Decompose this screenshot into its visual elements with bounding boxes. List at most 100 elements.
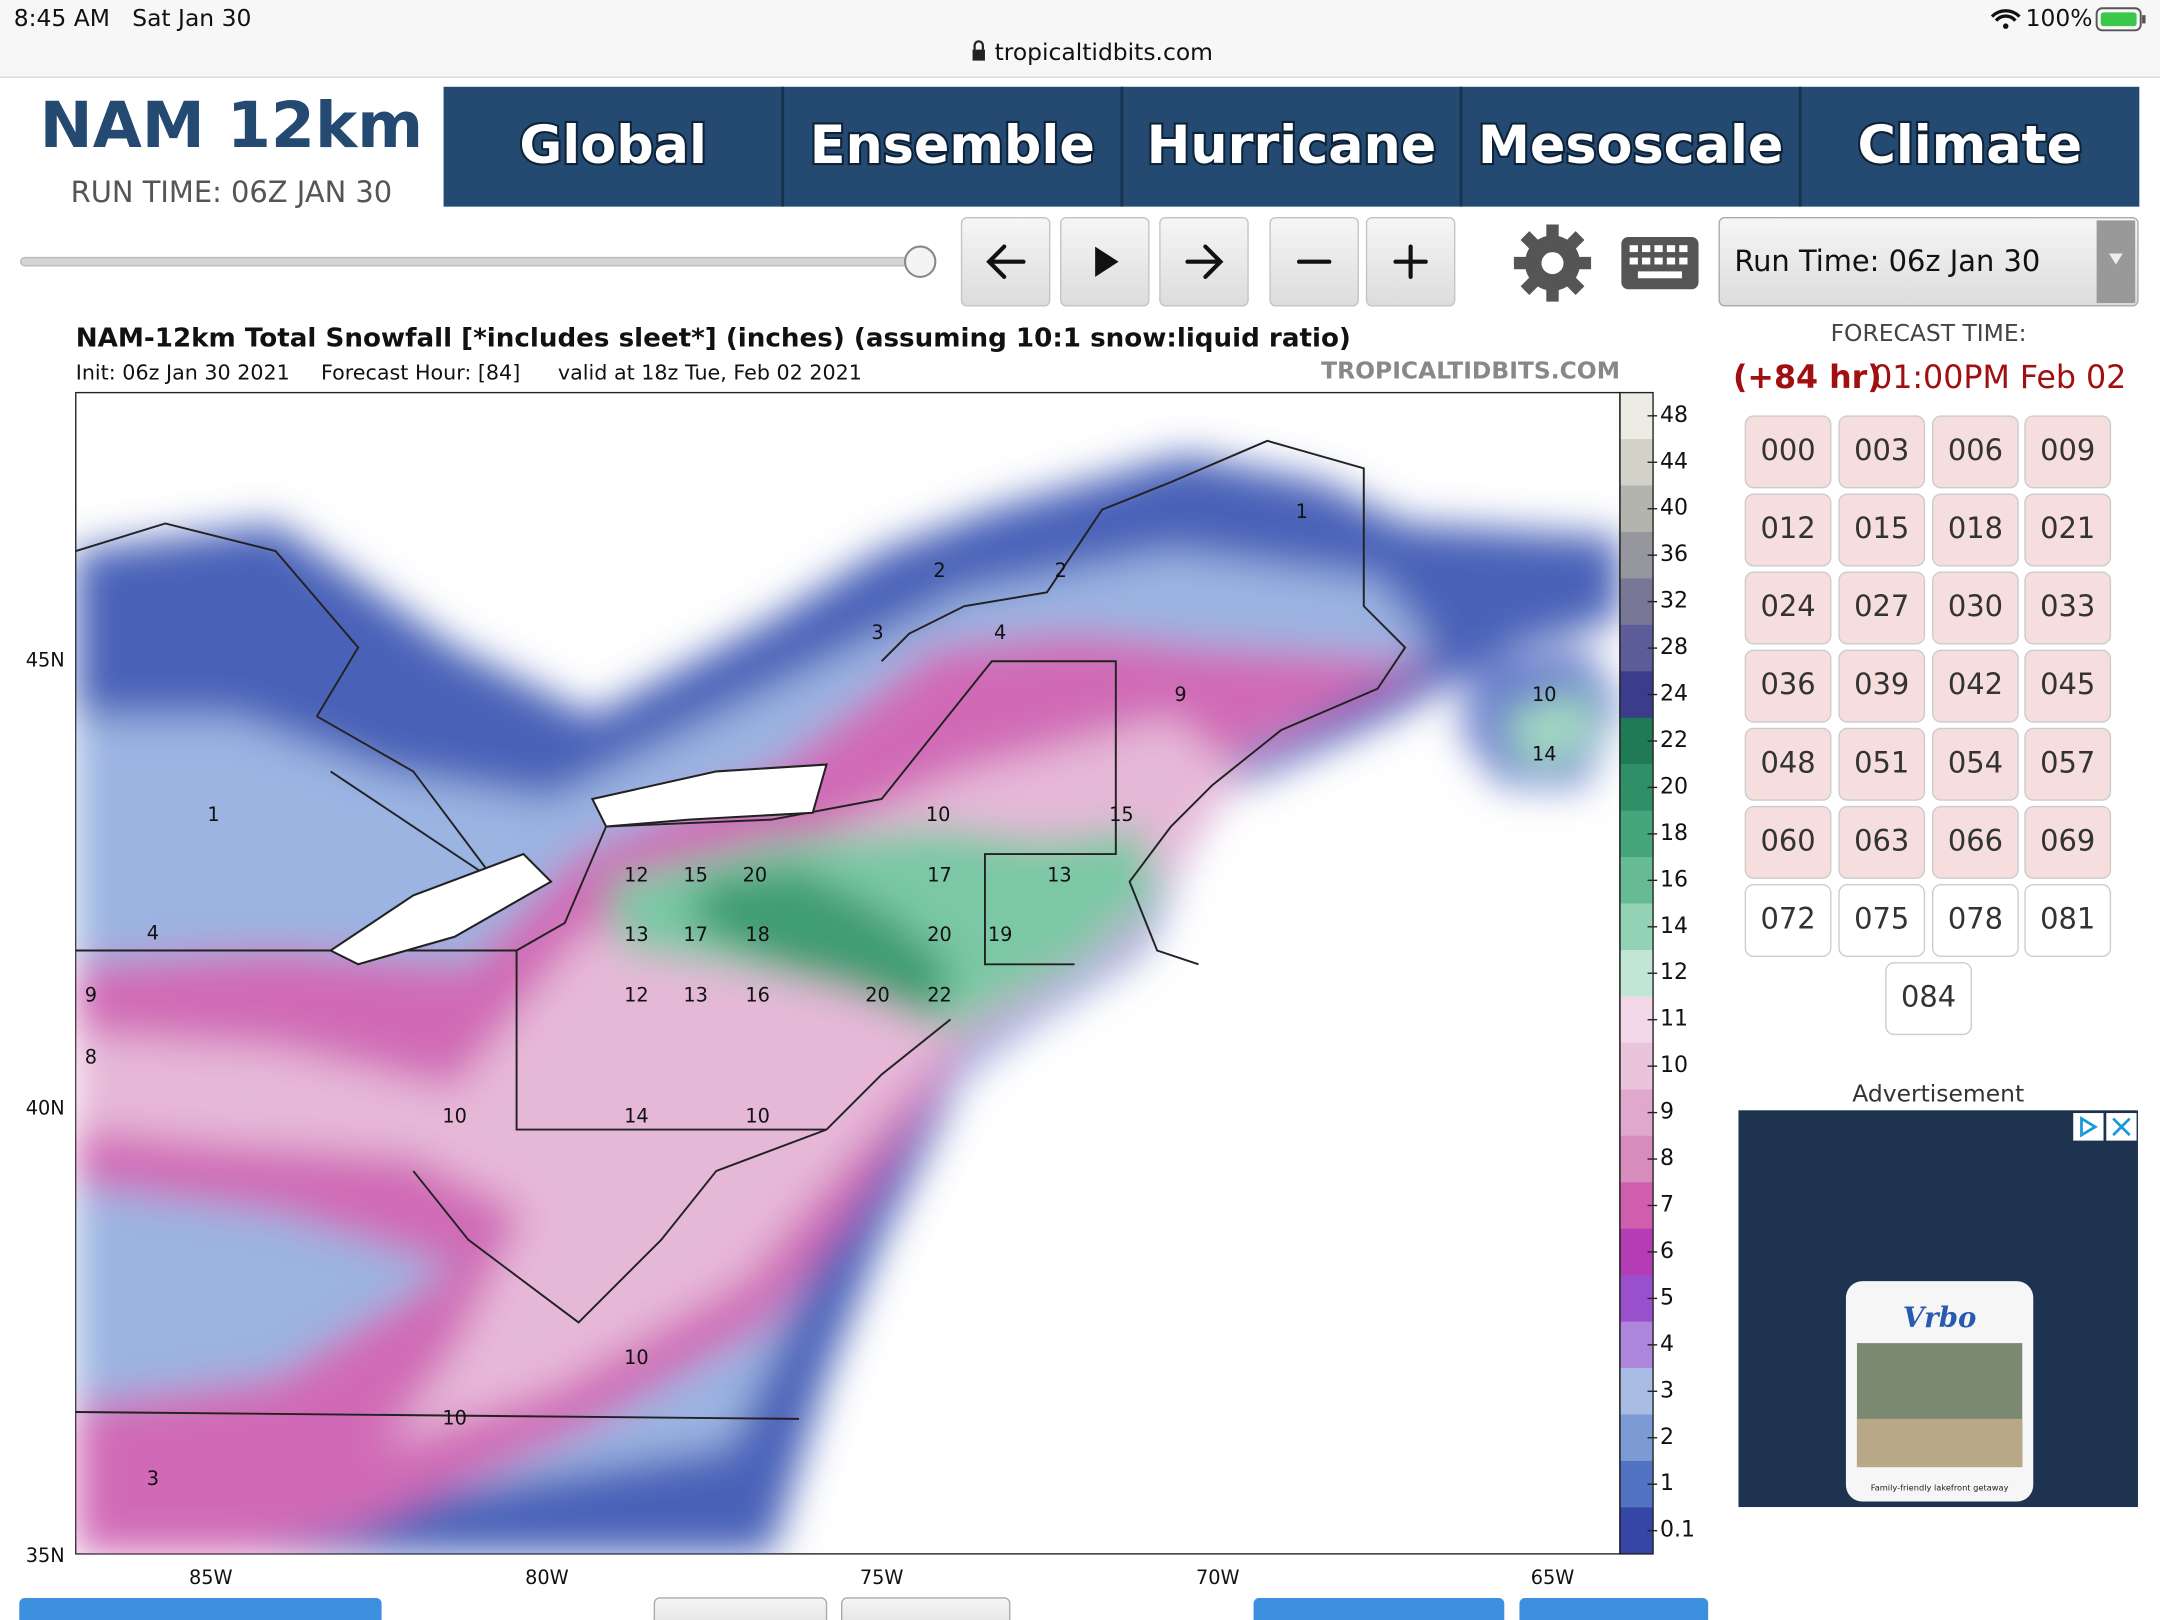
hour-label[interactable]: 063 bbox=[1854, 823, 1909, 857]
hour-button[interactable] bbox=[2024, 493, 2112, 567]
hour-label[interactable]: 048 bbox=[1760, 745, 1815, 779]
hour-button[interactable] bbox=[1744, 727, 1832, 801]
hour-button[interactable] bbox=[2024, 883, 2112, 957]
snow-value: 10 bbox=[442, 1406, 467, 1429]
snow-value: 14 bbox=[624, 1105, 649, 1128]
next-button[interactable] bbox=[840, 1597, 1011, 1620]
settings-icon[interactable] bbox=[1513, 224, 1592, 302]
hour-label[interactable]: 084 bbox=[1901, 980, 1956, 1014]
hour-label[interactable]: 051 bbox=[1854, 745, 1909, 779]
hour-label[interactable]: 036 bbox=[1760, 667, 1815, 701]
hour-button[interactable] bbox=[1838, 727, 1926, 801]
snow-value: 18 bbox=[745, 923, 770, 946]
hour-label[interactable]: 027 bbox=[1854, 589, 1909, 623]
hour-button[interactable] bbox=[1932, 571, 2019, 645]
run-select[interactable] bbox=[1718, 216, 2139, 307]
hour-label[interactable]: 072 bbox=[1760, 901, 1815, 935]
nav-item[interactable]: Mesoscale bbox=[1476, 113, 1786, 178]
hour-button[interactable] bbox=[1744, 493, 1832, 567]
lon-label: 85W bbox=[189, 1566, 233, 1589]
hour-button[interactable] bbox=[1838, 883, 1926, 957]
hour-label[interactable]: 003 bbox=[1854, 433, 1909, 467]
keyboard-icon[interactable] bbox=[1621, 236, 1699, 290]
colorbar-label: 3 bbox=[1660, 1378, 1674, 1403]
hour-button[interactable] bbox=[1932, 727, 2019, 801]
snow-value: 1 bbox=[207, 803, 219, 826]
ad-photo-deck bbox=[1856, 1418, 2023, 1468]
nav-bar bbox=[443, 86, 2140, 207]
snow-value: 12 bbox=[624, 983, 649, 1006]
hour-button[interactable] bbox=[1932, 883, 2019, 957]
hour-button[interactable] bbox=[1744, 649, 1832, 723]
hour-label[interactable]: 045 bbox=[2040, 667, 2095, 701]
hour-label[interactable]: 078 bbox=[1948, 901, 2003, 935]
hour-button[interactable] bbox=[1744, 805, 1832, 879]
ad-close-icon bbox=[2112, 1117, 2131, 1137]
hour-button[interactable] bbox=[1744, 415, 1832, 489]
hour-button[interactable] bbox=[2024, 727, 2112, 801]
hour-label[interactable]: 081 bbox=[2040, 901, 2095, 935]
snow-value: 3 bbox=[871, 621, 883, 644]
hour-button[interactable] bbox=[2024, 415, 2112, 489]
ad-choices-icon bbox=[2080, 1116, 2098, 1138]
ad-caption: Family-friendly lakefront getaway bbox=[1871, 1482, 2009, 1492]
hour-label[interactable]: 033 bbox=[2040, 589, 2095, 623]
hour-label[interactable]: 066 bbox=[1948, 823, 2003, 857]
prev-icon bbox=[986, 244, 1026, 279]
hour-label[interactable]: 012 bbox=[1760, 511, 1815, 545]
nav-item[interactable]: Climate bbox=[1855, 113, 2084, 178]
hour-label[interactable]: 006 bbox=[1948, 433, 2003, 467]
nav-item[interactable]: Ensemble bbox=[808, 113, 1097, 178]
slider-track[interactable] bbox=[19, 256, 921, 267]
hour-label[interactable]: 000 bbox=[1760, 433, 1815, 467]
run-select-text[interactable]: Run Time: 06z Jan 30 bbox=[1734, 244, 2040, 278]
battery-icon bbox=[2095, 7, 2142, 32]
colorbar-label: 0.1 bbox=[1660, 1518, 1695, 1543]
hour-button[interactable] bbox=[1932, 805, 2019, 879]
bottom-button[interactable] bbox=[1253, 1597, 1505, 1620]
hour-label[interactable]: 075 bbox=[1854, 901, 1909, 935]
nav-item[interactable]: Hurricane bbox=[1145, 113, 1439, 178]
hour-button[interactable] bbox=[1932, 415, 2019, 489]
hour-label[interactable]: 021 bbox=[2040, 511, 2095, 545]
hour-label[interactable]: 018 bbox=[1948, 511, 2003, 545]
previous-button[interactable] bbox=[653, 1597, 828, 1620]
hour-label[interactable]: 057 bbox=[2040, 745, 2095, 779]
lock-icon bbox=[972, 49, 985, 61]
hour-button[interactable] bbox=[1932, 493, 2019, 567]
hour-button[interactable] bbox=[2024, 805, 2112, 879]
hour-label[interactable]: 069 bbox=[2040, 823, 2095, 857]
hour-label[interactable]: 024 bbox=[1760, 589, 1815, 623]
colorbar-label: 7 bbox=[1660, 1192, 1674, 1217]
bottom-button[interactable] bbox=[19, 1597, 382, 1620]
hour-button[interactable] bbox=[1838, 805, 1926, 879]
hour-label[interactable]: 039 bbox=[1854, 667, 1909, 701]
hour-label[interactable]: 060 bbox=[1760, 823, 1815, 857]
map-title: NAM-12km Total Snowfall [*includes sleet… bbox=[76, 323, 1351, 353]
colorbar-label: 18 bbox=[1660, 821, 1688, 846]
hour-button[interactable] bbox=[1838, 493, 1926, 567]
hour-button[interactable] bbox=[1838, 571, 1926, 645]
hour-button[interactable] bbox=[1744, 883, 1832, 957]
hour-button[interactable] bbox=[1932, 649, 2019, 723]
colorbar-label: 10 bbox=[1660, 1053, 1688, 1078]
hour-button[interactable] bbox=[2024, 571, 2112, 645]
hour-label[interactable]: 030 bbox=[1948, 589, 2003, 623]
hour-label[interactable]: 042 bbox=[1948, 667, 2003, 701]
hour-button[interactable] bbox=[1744, 571, 1832, 645]
hour-button[interactable] bbox=[1885, 962, 1972, 1036]
hour-label[interactable]: 054 bbox=[1948, 745, 2003, 779]
colorbar-label: 16 bbox=[1660, 867, 1688, 892]
hour-button[interactable] bbox=[2024, 649, 2112, 723]
hour-label[interactable]: 009 bbox=[2040, 433, 2095, 467]
nav-item[interactable]: Global bbox=[517, 113, 709, 178]
ad-choices[interactable] bbox=[2073, 1113, 2104, 1141]
slider-knob[interactable] bbox=[904, 245, 937, 278]
colorbar-label: 44 bbox=[1660, 449, 1688, 474]
hour-label[interactable]: 015 bbox=[1854, 511, 1909, 545]
bottom-button[interactable] bbox=[1519, 1597, 1709, 1620]
snow-value: 20 bbox=[743, 864, 768, 887]
hour-button[interactable] bbox=[1838, 415, 1926, 489]
hour-button[interactable] bbox=[1838, 649, 1926, 723]
snow-value: 9 bbox=[1174, 683, 1186, 706]
